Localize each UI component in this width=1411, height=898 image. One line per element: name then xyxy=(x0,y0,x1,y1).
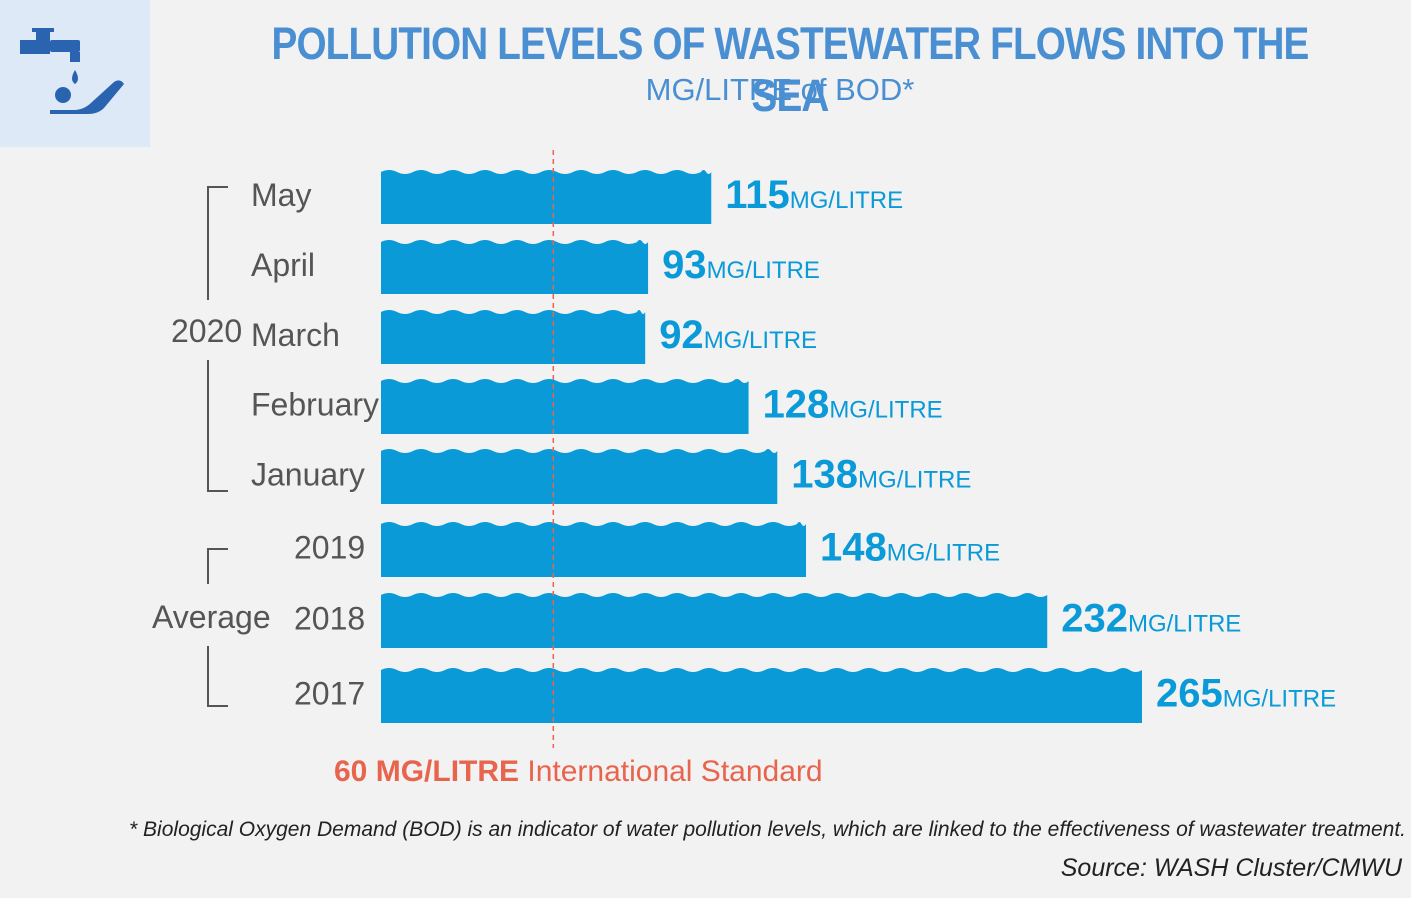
value-number: 232 xyxy=(1061,597,1128,641)
value-number: 93 xyxy=(662,243,707,287)
value-label: 148MG/LITRE xyxy=(820,526,1000,570)
value-label: 92MG/LITRE xyxy=(659,313,817,357)
tap-hand-icon xyxy=(0,0,150,147)
bar-february xyxy=(381,379,749,434)
bracket-2020 xyxy=(207,186,228,492)
value-number: 128 xyxy=(763,383,830,427)
bar-may xyxy=(381,170,712,224)
footnote: * Biological Oxygen Demand (BOD) is an i… xyxy=(129,818,1406,841)
value-unit: MG/LITRE xyxy=(1128,611,1241,638)
value-number: 92 xyxy=(659,313,704,357)
value-number: 138 xyxy=(791,453,858,497)
bar-april xyxy=(381,240,649,294)
reference-value: 60 MG/LITRE xyxy=(334,755,527,788)
bar-march xyxy=(381,310,646,364)
value-unit: MG/LITRE xyxy=(829,397,942,424)
value-number: 265 xyxy=(1156,672,1223,716)
category-label: 2018 xyxy=(294,601,365,637)
value-unit: MG/LITRE xyxy=(1223,686,1336,713)
value-unit: MG/LITRE xyxy=(858,467,971,494)
value-unit: MG/LITRE xyxy=(707,257,820,284)
category-label: January xyxy=(251,457,365,493)
value-number: 148 xyxy=(820,526,887,570)
group-label-average: Average xyxy=(152,599,271,635)
chart-subtitle: MG/LITRE of BOD* xyxy=(645,72,915,107)
value-label: 138MG/LITRE xyxy=(791,453,971,497)
reference-text: International Standard xyxy=(527,755,822,788)
category-label: February xyxy=(251,387,379,423)
value-label: 232MG/LITRE xyxy=(1061,597,1241,641)
value-label: 93MG/LITRE xyxy=(662,243,820,287)
bar-january xyxy=(381,449,778,504)
category-label: April xyxy=(251,247,315,283)
category-label: May xyxy=(251,177,311,213)
bar-2018 xyxy=(381,593,1048,648)
value-unit: MG/LITRE xyxy=(704,327,817,354)
value-number: 115 xyxy=(725,173,790,217)
bar-2019 xyxy=(381,522,807,577)
bracket-average xyxy=(207,548,228,707)
value-unit: MG/LITRE xyxy=(887,540,1000,567)
value-label: 115MG/LITRE xyxy=(725,173,903,217)
category-label: March xyxy=(251,317,340,353)
value-label: 128MG/LITRE xyxy=(763,383,943,427)
reference-label: 60 MG/LITRE International Standard xyxy=(334,755,823,788)
category-label: 2017 xyxy=(294,676,365,712)
chart-title: POLLUTION LEVELS OF WASTEWATER FLOWS INT… xyxy=(271,18,1309,121)
category-label: 2019 xyxy=(294,530,365,566)
source-note: Source: WASH Cluster/CMWU xyxy=(1060,854,1402,882)
value-label: 265MG/LITRE xyxy=(1156,672,1336,716)
bar-2017 xyxy=(381,668,1142,723)
value-unit: MG/LITRE xyxy=(790,187,903,214)
group-label-2020: 2020 xyxy=(171,313,242,349)
